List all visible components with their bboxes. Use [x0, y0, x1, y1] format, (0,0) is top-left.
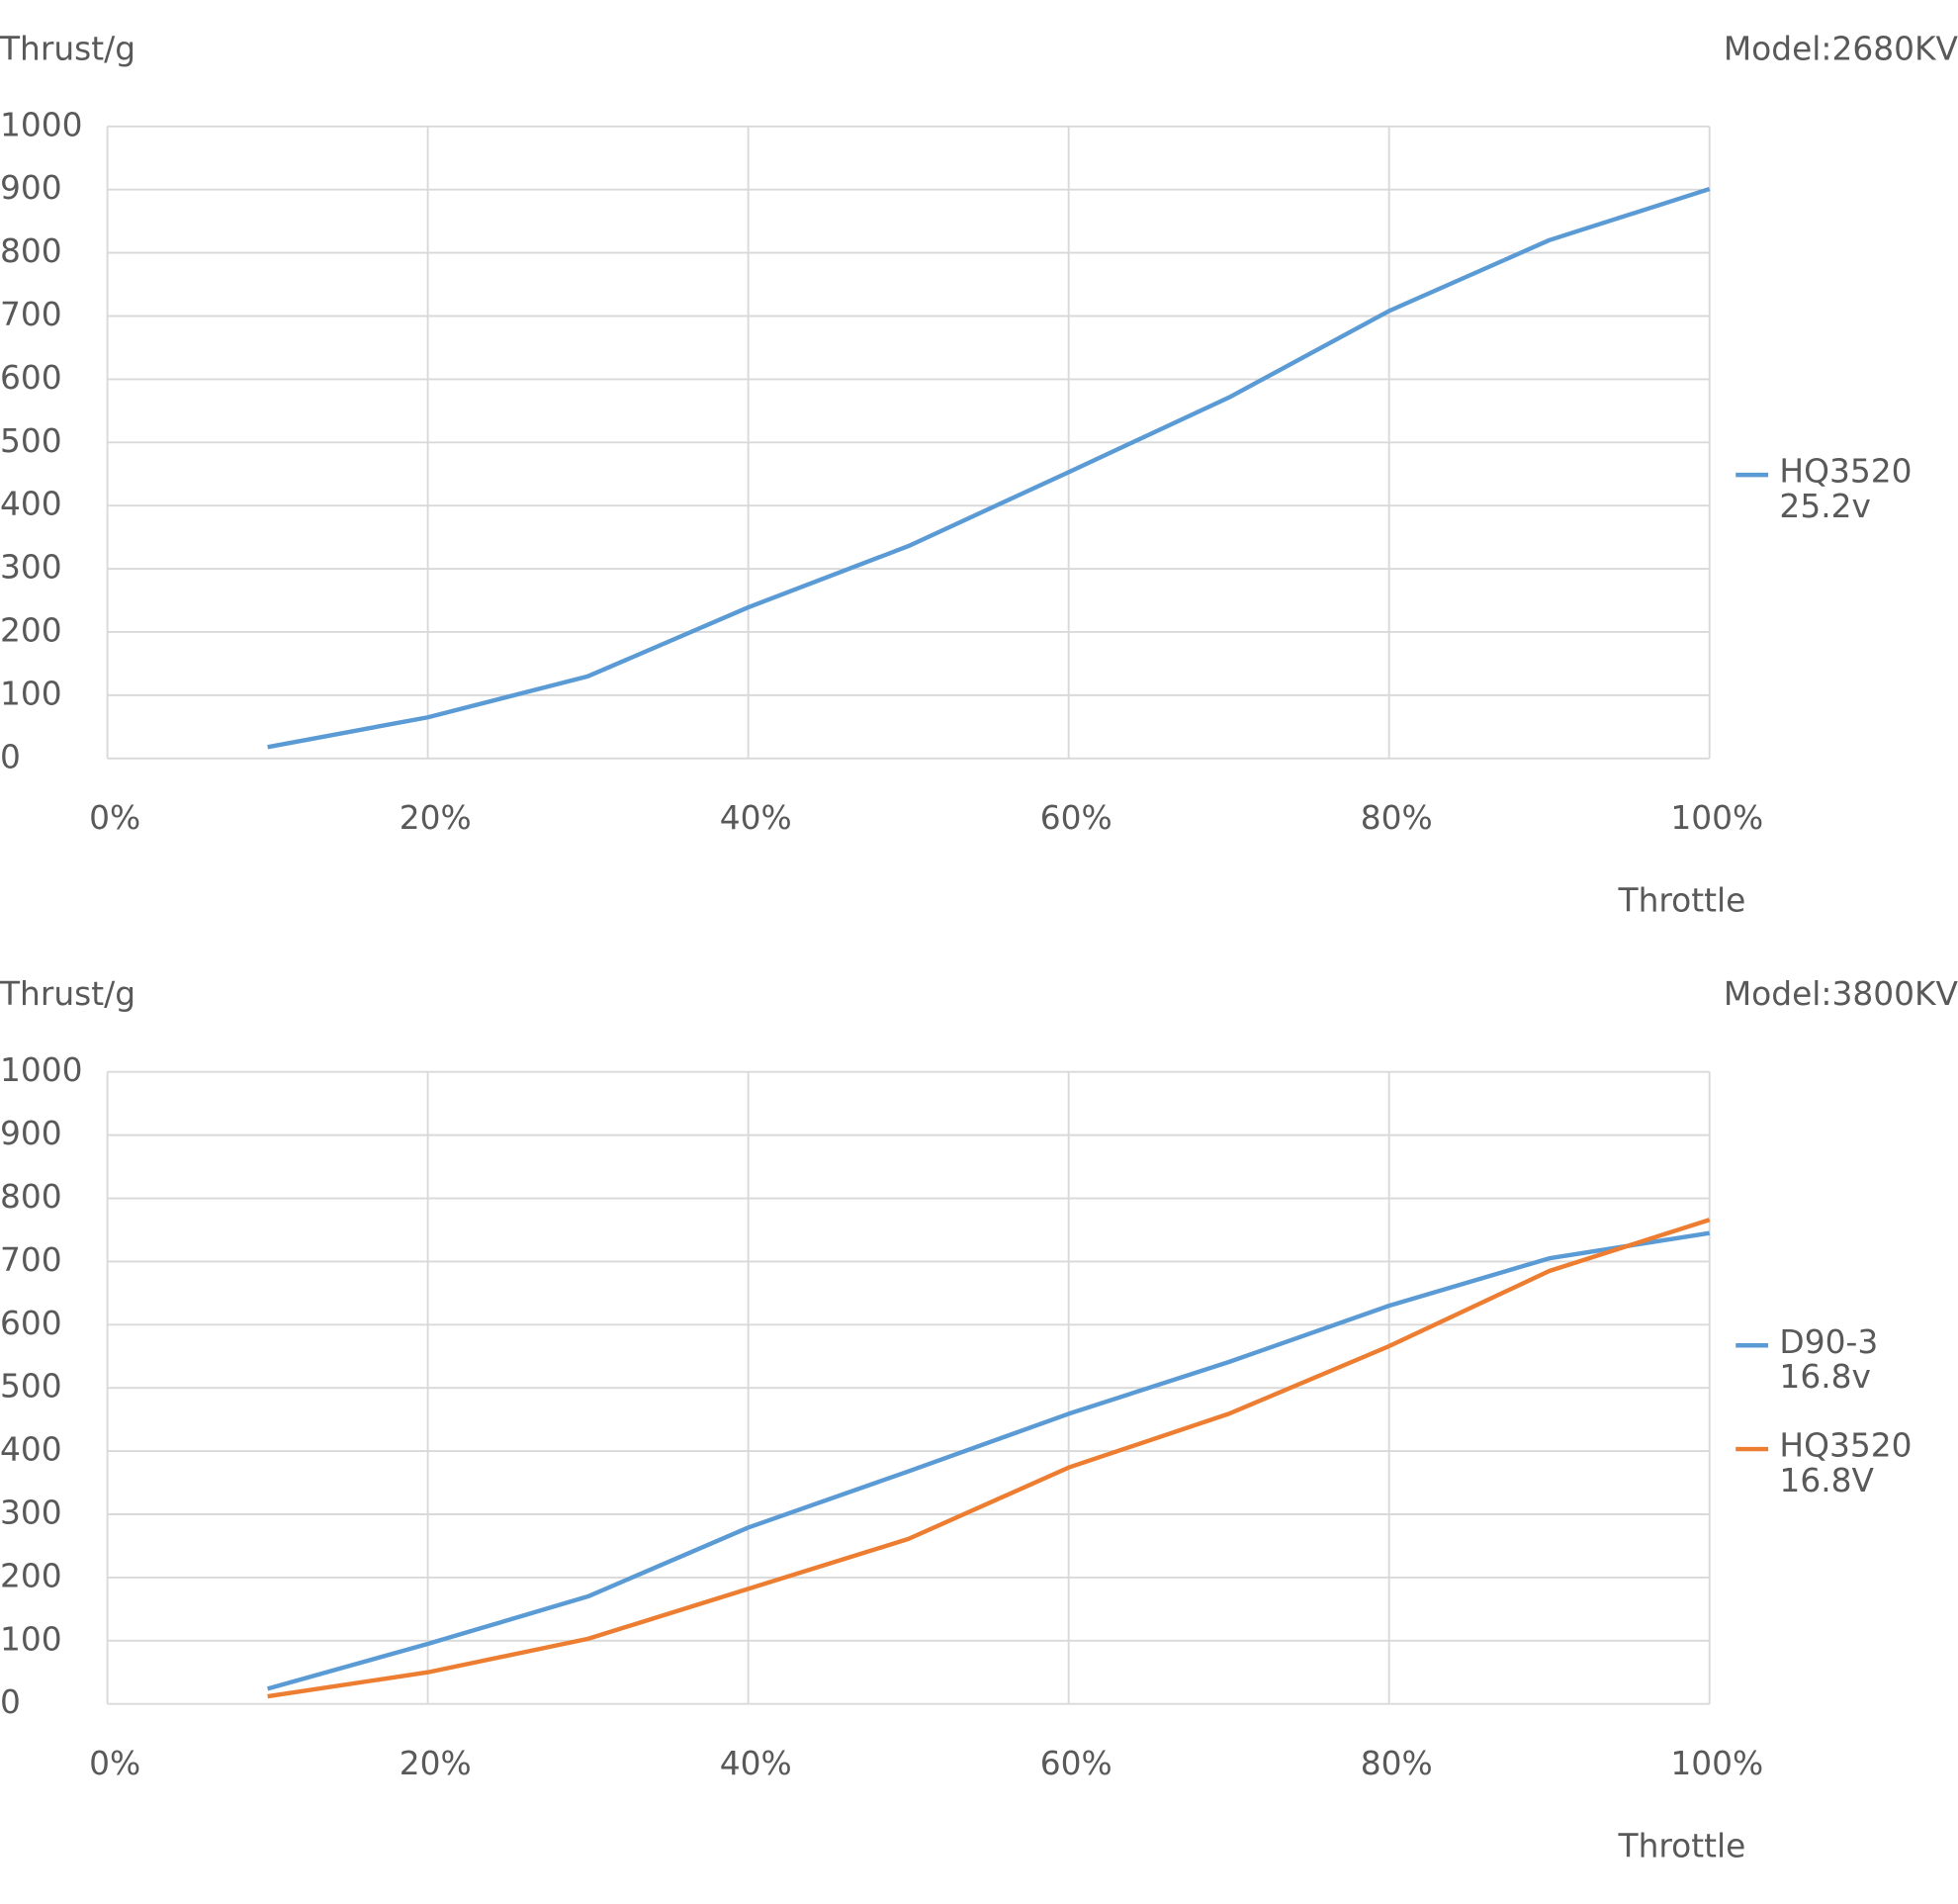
y-tick-label: 400	[0, 486, 62, 523]
y-tick-label: 600	[0, 359, 62, 397]
annotation: Model:2680KV	[1724, 30, 1958, 67]
x-tick-label: 0%	[89, 1745, 140, 1782]
y-tick-label: 200	[0, 611, 62, 649]
y-tick-label: 0	[0, 738, 21, 775]
x-tick-label: 0%	[89, 799, 140, 837]
x-tick-label: 40%	[720, 1745, 792, 1782]
legend-label: D90-3 16.8v	[1779, 1325, 1879, 1398]
y-tick-label: 500	[0, 422, 62, 460]
legend-item: HQ3520 16.8V	[1779, 1428, 1913, 1500]
y-tick-label: 900	[0, 1115, 62, 1152]
x-tick-label: 20%	[400, 799, 472, 837]
y-tick-label: 600	[0, 1305, 62, 1342]
legend-item: HQ3520 25.2v	[1779, 454, 1913, 526]
x-tick-label: 80%	[1361, 799, 1433, 837]
annotation: Model:3800KV	[1724, 975, 1958, 1013]
x-tick-label: 60%	[1040, 799, 1112, 837]
x-axis-label: Throttle	[1618, 1827, 1746, 1864]
x-tick-label: 20%	[400, 1745, 472, 1782]
y-tick-label: 1000	[0, 106, 83, 143]
y-tick-label: 200	[0, 1557, 62, 1594]
y-tick-label: 1000	[0, 1051, 83, 1089]
data-line	[267, 1230, 1711, 1691]
x-tick-label: 40%	[720, 799, 792, 837]
x-tick-label: 100%	[1670, 1745, 1763, 1782]
y-tick-label: 700	[0, 296, 62, 333]
legend-label: HQ3520 16.8V	[1779, 1428, 1913, 1500]
y-tick-label: 900	[0, 169, 62, 207]
y-axis-label: Thrust/g	[0, 30, 135, 67]
y-axis-label: Thrust/g	[0, 975, 135, 1013]
y-tick-label: 100	[0, 675, 62, 712]
data-line	[267, 1218, 1711, 1699]
data-line	[267, 186, 1711, 750]
y-tick-label: 0	[0, 1683, 21, 1721]
x-tick-label: 100%	[1670, 799, 1763, 837]
legend-label: HQ3520 25.2v	[1779, 454, 1913, 526]
y-tick-label: 800	[0, 1178, 62, 1216]
x-tick-label: 80%	[1361, 1745, 1433, 1782]
y-tick-label: 100	[0, 1620, 62, 1658]
x-axis-label: Throttle	[1618, 881, 1746, 919]
y-tick-label: 800	[0, 232, 62, 270]
y-tick-label: 300	[0, 549, 62, 587]
y-tick-label: 700	[0, 1241, 62, 1279]
x-tick-label: 60%	[1040, 1745, 1112, 1782]
y-tick-label: 500	[0, 1368, 62, 1405]
y-tick-label: 300	[0, 1494, 62, 1531]
y-tick-label: 400	[0, 1431, 62, 1469]
legend-item: D90-3 16.8v	[1779, 1325, 1879, 1398]
